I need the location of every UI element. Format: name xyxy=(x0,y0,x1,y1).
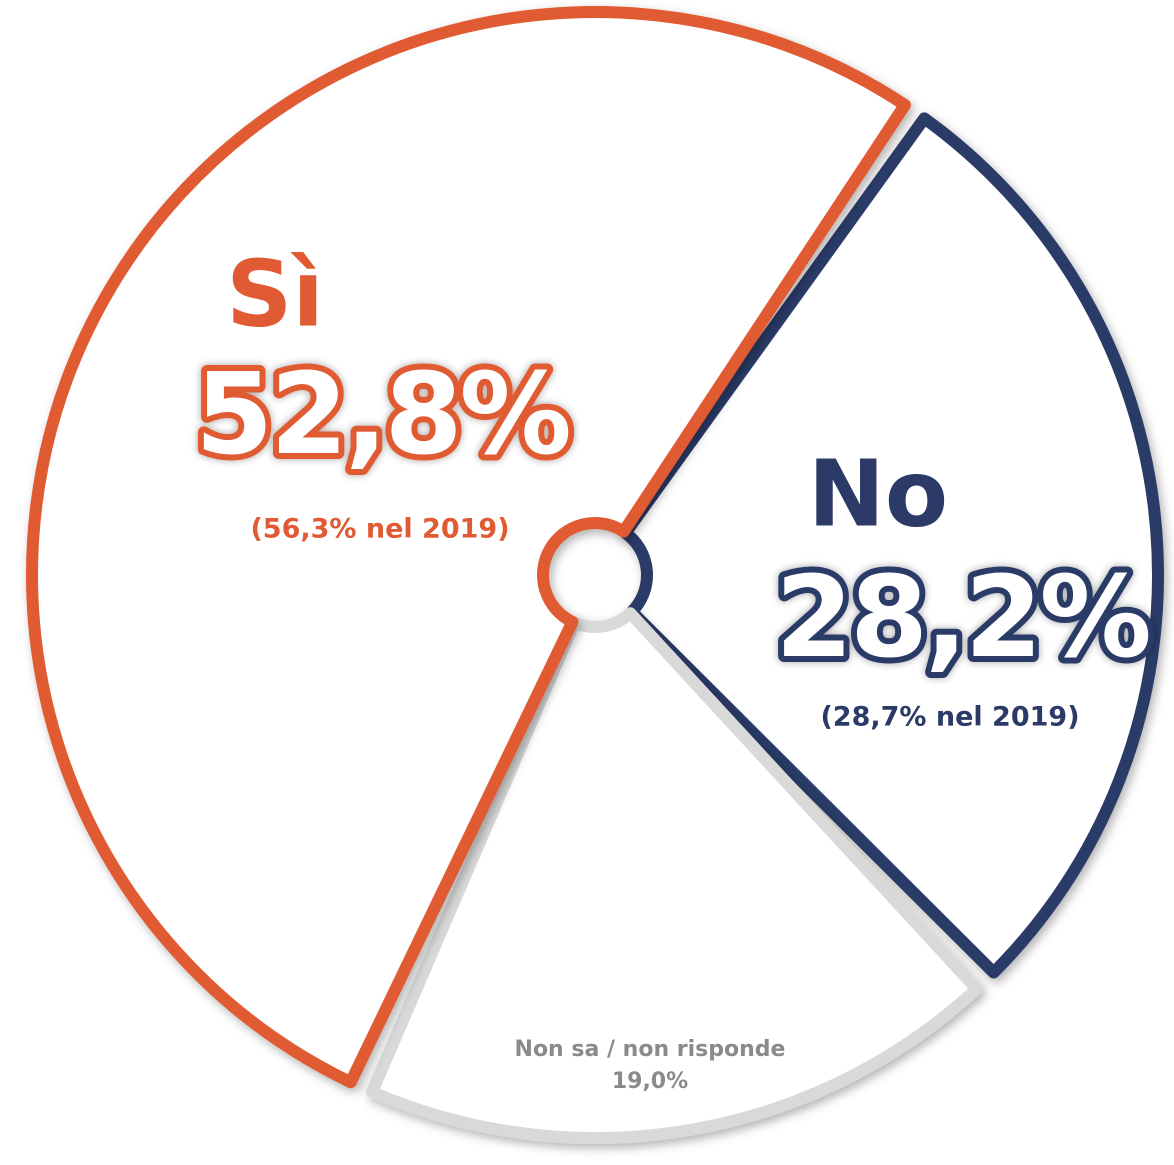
value-label: 28,2% xyxy=(775,553,1149,683)
slice-label: Non sa / non risponde xyxy=(515,1037,786,1062)
pie-slice xyxy=(366,607,983,1144)
annotation: (28,7% nel 2019) xyxy=(820,702,1079,733)
slice-label: No xyxy=(808,440,948,547)
value-label: 52,8% xyxy=(195,350,569,480)
value-label: 19,0% xyxy=(612,1069,688,1094)
slice-label: Sì xyxy=(226,240,324,347)
pie-slice xyxy=(619,112,1164,979)
pie-slice xyxy=(26,6,911,1089)
annotation: (56,3% nel 2019) xyxy=(250,514,509,545)
